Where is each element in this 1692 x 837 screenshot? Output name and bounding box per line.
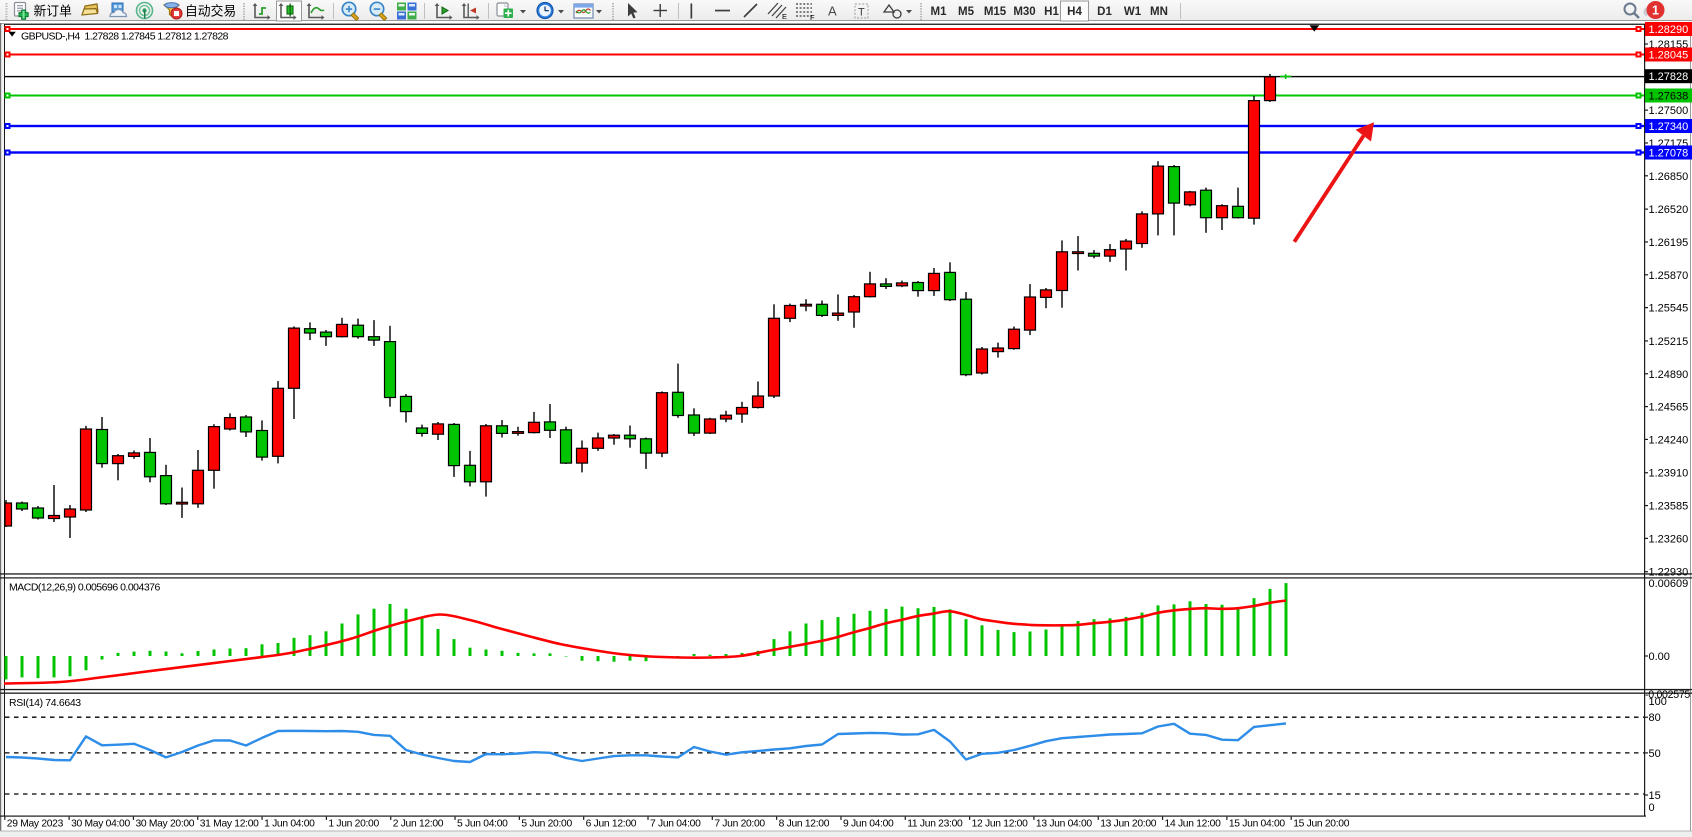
svg-text:1.25215: 1.25215: [1649, 336, 1689, 348]
svg-text:1 Jun 04:00: 1 Jun 04:00: [264, 819, 315, 830]
svg-text:1.27078: 1.27078: [1649, 148, 1689, 160]
svg-text:0.00609: 0.00609: [1649, 578, 1689, 590]
svg-text:RSI(14) 74.6643: RSI(14) 74.6643: [9, 697, 81, 709]
svg-text:80: 80: [1649, 712, 1661, 724]
svg-text:H1: H1: [1044, 6, 1059, 18]
svg-text:H4: H4: [1067, 6, 1082, 18]
svg-text:5 Jun 04:00: 5 Jun 04:00: [457, 819, 508, 830]
svg-text:A: A: [828, 4, 837, 19]
svg-text:2 Jun 12:00: 2 Jun 12:00: [393, 819, 444, 830]
svg-text:8 Jun 12:00: 8 Jun 12:00: [779, 819, 830, 830]
svg-text:1.23260: 1.23260: [1649, 533, 1689, 545]
svg-text:0: 0: [1649, 802, 1655, 814]
svg-text:11 Jun 23:00: 11 Jun 23:00: [907, 819, 963, 830]
svg-text:7 Jun 20:00: 7 Jun 20:00: [714, 819, 765, 830]
svg-text:15: 15: [1649, 790, 1661, 802]
svg-text:1.24890: 1.24890: [1649, 369, 1689, 381]
svg-text:14 Jun 12:00: 14 Jun 12:00: [1165, 819, 1222, 830]
svg-text:7 Jun 04:00: 7 Jun 04:00: [650, 819, 701, 830]
svg-text:1.27828: 1.27828: [1649, 71, 1689, 83]
svg-text:D1: D1: [1097, 6, 1112, 18]
svg-text:1.24240: 1.24240: [1649, 434, 1689, 446]
svg-text:1.23585: 1.23585: [1649, 501, 1689, 513]
svg-text:9 Jun 04:00: 9 Jun 04:00: [843, 819, 894, 830]
svg-text:MACD(12,26,9) 0.005696 0.00437: MACD(12,26,9) 0.005696 0.004376: [9, 582, 161, 594]
svg-text:30 May 04:00: 30 May 04:00: [71, 819, 130, 830]
svg-text:1.26195: 1.26195: [1649, 237, 1689, 249]
svg-text:M1: M1: [931, 6, 948, 18]
svg-text:12 Jun 12:00: 12 Jun 12:00: [972, 819, 1029, 830]
svg-text:0.00: 0.00: [1649, 651, 1670, 663]
svg-text:1.22930: 1.22930: [1649, 567, 1689, 579]
svg-text:1.27340: 1.27340: [1649, 121, 1689, 133]
svg-text:1: 1: [1652, 4, 1659, 18]
svg-text:13 Jun 04:00: 13 Jun 04:00: [1036, 819, 1093, 830]
svg-text:1 Jun 20:00: 1 Jun 20:00: [328, 819, 379, 830]
svg-text:GBPUSD-,H4 1.27828 1.27845 1.: GBPUSD-,H4 1.27828 1.27845 1.27812 1.278…: [21, 31, 229, 43]
svg-text:MN: MN: [1150, 6, 1168, 18]
svg-text:100: 100: [1649, 696, 1667, 708]
svg-text:1.25545: 1.25545: [1649, 303, 1689, 315]
svg-text:自动交易: 自动交易: [185, 4, 236, 19]
svg-text:1.23910: 1.23910: [1649, 468, 1689, 480]
svg-text:M30: M30: [1013, 6, 1035, 18]
svg-text:F: F: [810, 13, 815, 22]
svg-text:1.25870: 1.25870: [1649, 270, 1689, 282]
svg-text:1.24565: 1.24565: [1649, 402, 1689, 414]
svg-text:M15: M15: [984, 6, 1007, 18]
svg-text:5 Jun 20:00: 5 Jun 20:00: [521, 819, 572, 830]
svg-text:1.28290: 1.28290: [1649, 24, 1689, 36]
svg-text:1.28045: 1.28045: [1649, 50, 1689, 62]
svg-text:1.26520: 1.26520: [1649, 204, 1689, 216]
svg-text:6 Jun 12:00: 6 Jun 12:00: [586, 819, 637, 830]
svg-text:13 Jun 20:00: 13 Jun 20:00: [1100, 819, 1157, 830]
svg-text:50: 50: [1649, 748, 1661, 760]
svg-text:1.27500: 1.27500: [1649, 105, 1689, 117]
svg-text:新订单: 新订单: [34, 4, 73, 19]
svg-text:T: T: [858, 7, 865, 19]
svg-text:1.27638: 1.27638: [1649, 91, 1689, 103]
svg-text:30 May 20:00: 30 May 20:00: [135, 819, 194, 830]
svg-text:-0.002575: -0.002575: [1645, 689, 1690, 701]
svg-text:W1: W1: [1124, 6, 1142, 18]
svg-text:29 May 2023: 29 May 2023: [7, 819, 64, 830]
svg-text:1.26850: 1.26850: [1649, 171, 1689, 183]
svg-text:M5: M5: [958, 6, 975, 18]
svg-text:15 Jun 20:00: 15 Jun 20:00: [1293, 819, 1350, 830]
svg-text:E: E: [782, 12, 787, 21]
svg-text:31 May 12:00: 31 May 12:00: [200, 819, 259, 830]
svg-text:15 Jun 04:00: 15 Jun 04:00: [1229, 819, 1286, 830]
